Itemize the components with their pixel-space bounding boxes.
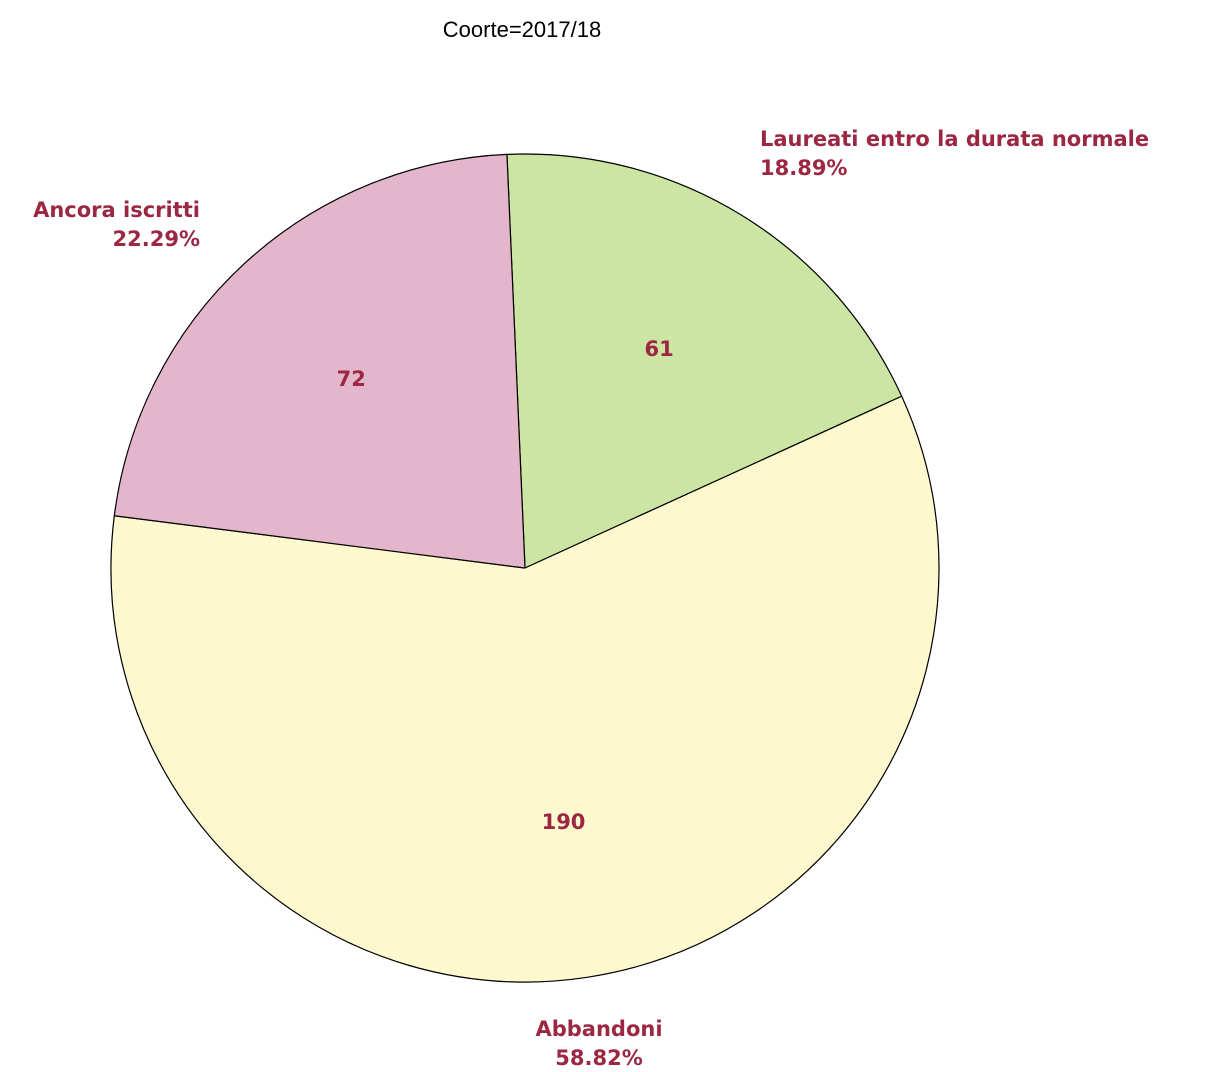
pie-slice-laureati-entro-la-durata-normale <box>506 153 903 569</box>
percent-label-ancora-iscritti: 22.29% <box>113 227 200 251</box>
value-label-laureati-entro-la-durata-normale: 61 <box>644 337 673 361</box>
category-labels: Laureati entro la durata normale 18.89% Ab… <box>33 127 1149 1070</box>
category-label-laureati-entro-la-durata-normale: Laureati entro la durata normale <box>760 127 1149 151</box>
percent-label-laureati-entro-la-durata-normale: 18.89% <box>760 156 847 180</box>
value-labels: 61 190 72 <box>337 337 674 834</box>
category-label-abbandoni: Abbandoni <box>535 1017 662 1041</box>
value-label-ancora-iscritti: 72 <box>337 367 366 391</box>
category-label-ancora-iscritti: Ancora iscritti <box>33 198 200 222</box>
pie-slice-abbandoni <box>110 395 940 983</box>
pie-slices <box>110 153 940 983</box>
value-label-abbandoni: 190 <box>542 810 586 834</box>
pie-slice-ancora-iscritti <box>113 153 526 569</box>
percent-label-abbandoni: 58.82% <box>555 1046 642 1070</box>
chart-title: Coorte=2017/18 <box>443 17 601 42</box>
